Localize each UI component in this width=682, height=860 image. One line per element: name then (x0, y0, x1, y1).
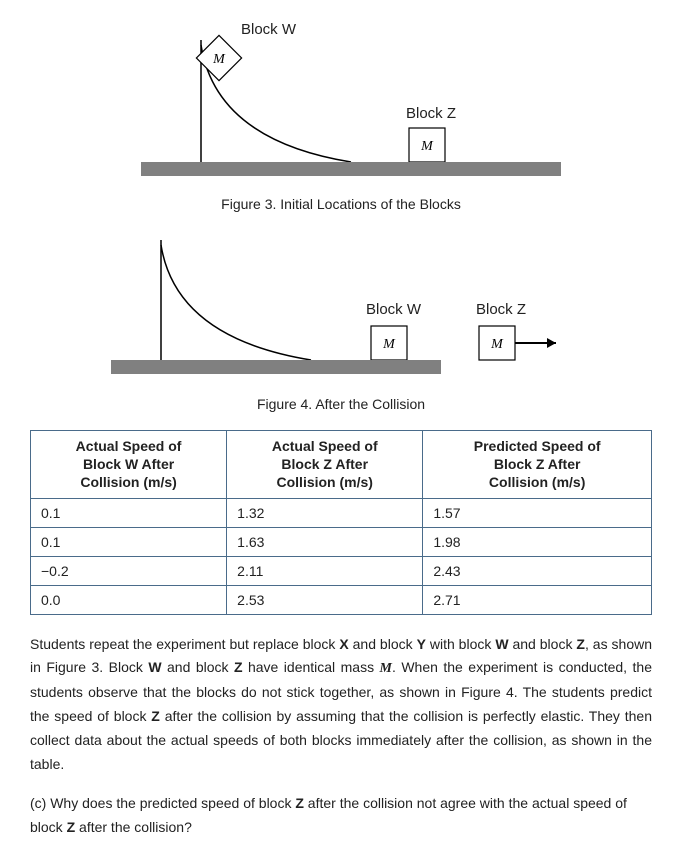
fig4-block-z-label: M (490, 337, 504, 352)
question-c: (c) Why does the predicted speed of bloc… (30, 792, 652, 840)
cell: 0.1 (31, 498, 227, 527)
fig4-arrow-head (547, 338, 556, 348)
fig3-block-z-header: Block Z (406, 105, 456, 122)
data-table: Actual Speed of Block W After Collision … (30, 430, 652, 615)
cell: 1.98 (423, 527, 652, 556)
fig4-floor (111, 360, 441, 374)
cell: 1.57 (423, 498, 652, 527)
cell: 1.32 (227, 498, 423, 527)
table-body: 0.1 1.32 1.57 0.1 1.63 1.98 −0.2 2.11 2.… (31, 498, 652, 614)
cell: 0.1 (31, 527, 227, 556)
explanation-paragraph: Students repeat the experiment but repla… (30, 633, 652, 777)
figure-3-svg: Block W M Block Z M (101, 20, 581, 190)
cell: 2.53 (227, 585, 423, 614)
cell: 0.0 (31, 585, 227, 614)
table-row: 0.0 2.53 2.71 (31, 585, 652, 614)
cell: 2.43 (423, 556, 652, 585)
fig3-title: Block W (241, 21, 297, 38)
fig3-floor (141, 162, 561, 176)
fig4-block-z-header: Block Z (476, 301, 526, 318)
table-row: 0.1 1.63 1.98 (31, 527, 652, 556)
fig3-block-z-label: M (420, 139, 434, 154)
cell: −0.2 (31, 556, 227, 585)
fig4-block-w-header: Block W (366, 301, 422, 318)
table-header-2: Actual Speed of Block Z After Collision … (227, 431, 423, 499)
fig4-ramp-curve (161, 245, 311, 360)
table-row: 0.1 1.32 1.57 (31, 498, 652, 527)
cell: 1.63 (227, 527, 423, 556)
cell: 2.71 (423, 585, 652, 614)
figure-3: Block W M Block Z M Figure 3. Initial Lo… (30, 20, 652, 212)
fig4-caption: Figure 4. After the Collision (257, 396, 425, 412)
fig3-block-w-label: M (212, 52, 226, 67)
table-header-1: Actual Speed of Block W After Collision … (31, 431, 227, 499)
table-header-3: Predicted Speed of Block Z After Collisi… (423, 431, 652, 499)
table-row: −0.2 2.11 2.43 (31, 556, 652, 585)
cell: 2.11 (227, 556, 423, 585)
fig4-block-w-label: M (382, 337, 396, 352)
figure-4: Block W M Block Z M Figure 4. After the … (30, 230, 652, 412)
figure-4-svg: Block W M Block Z M (81, 230, 601, 390)
table-header-row: Actual Speed of Block W After Collision … (31, 431, 652, 499)
fig3-caption: Figure 3. Initial Locations of the Block… (221, 196, 461, 212)
